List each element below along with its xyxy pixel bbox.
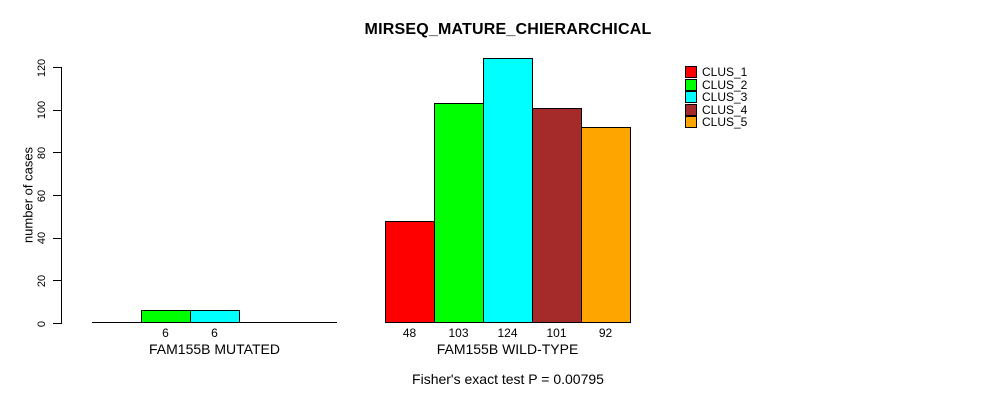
y-tick-label: 100 (36, 100, 48, 120)
y-tick-label: 120 (36, 58, 48, 77)
y-tick-label: 20 (36, 274, 48, 287)
y-tick-label: 40 (36, 232, 48, 245)
bar-clus_5-group1 (581, 127, 631, 323)
y-tick-mark (53, 152, 61, 154)
bar-value-label: 48 (402, 326, 417, 340)
group-label-mutated: FAM155B MUTATED (149, 341, 280, 357)
y-tick-label: 60 (36, 189, 48, 202)
fisher-test-annotation: Fisher's exact test P = 0.00795 (412, 371, 604, 387)
y-tick-mark (53, 109, 61, 111)
chart-title: MIRSEQ_MATURE_CHIERARCHICAL (364, 21, 652, 38)
legend-swatch-clus_1 (685, 66, 697, 78)
legend-swatch-clus_3 (685, 91, 697, 104)
bar-clus_4-group1 (532, 108, 582, 323)
legend-item-clus_1: CLUS_1 (702, 65, 748, 79)
bar-value-label: 124 (497, 326, 518, 340)
y-tick-label: 0 (36, 320, 48, 327)
y-tick-mark (53, 195, 61, 196)
y-axis-line (61, 67, 62, 324)
legend-swatch-clus_5 (685, 116, 697, 129)
legend-item-clus_2: CLUS_2 (702, 77, 748, 92)
y-tick-mark (53, 237, 61, 239)
legend-item-clus_4: CLUS_4 (702, 102, 748, 117)
bar-clus_3-group0 (190, 310, 240, 323)
bar-clus_1-group1 (385, 221, 435, 323)
legend-item-clus_5: CLUS_5 (702, 115, 748, 130)
bar-clus_3-group1 (483, 58, 533, 323)
y-tick-mark (53, 323, 61, 324)
legend-item-clus_3: CLUS_3 (702, 90, 748, 105)
legend-swatch-clus_4 (685, 103, 697, 116)
bar-clus_2-group1 (434, 103, 484, 323)
bar-value-label: 103 (448, 326, 469, 340)
group-label-wild-type: FAM155B WILD-TYPE (436, 341, 579, 357)
bar-value-label: 6 (162, 326, 169, 340)
y-axis-label: number of cases (20, 146, 36, 244)
bar-value-label: 92 (598, 326, 613, 340)
legend-swatch-clus_2 (685, 78, 697, 91)
bar-value-label: 6 (211, 326, 218, 340)
bar-value-label: 101 (546, 326, 567, 340)
y-tick-label: 80 (36, 146, 48, 159)
bar-clus_2-group0 (141, 310, 191, 323)
y-tick-mark (53, 67, 61, 68)
y-tick-mark (53, 280, 61, 282)
